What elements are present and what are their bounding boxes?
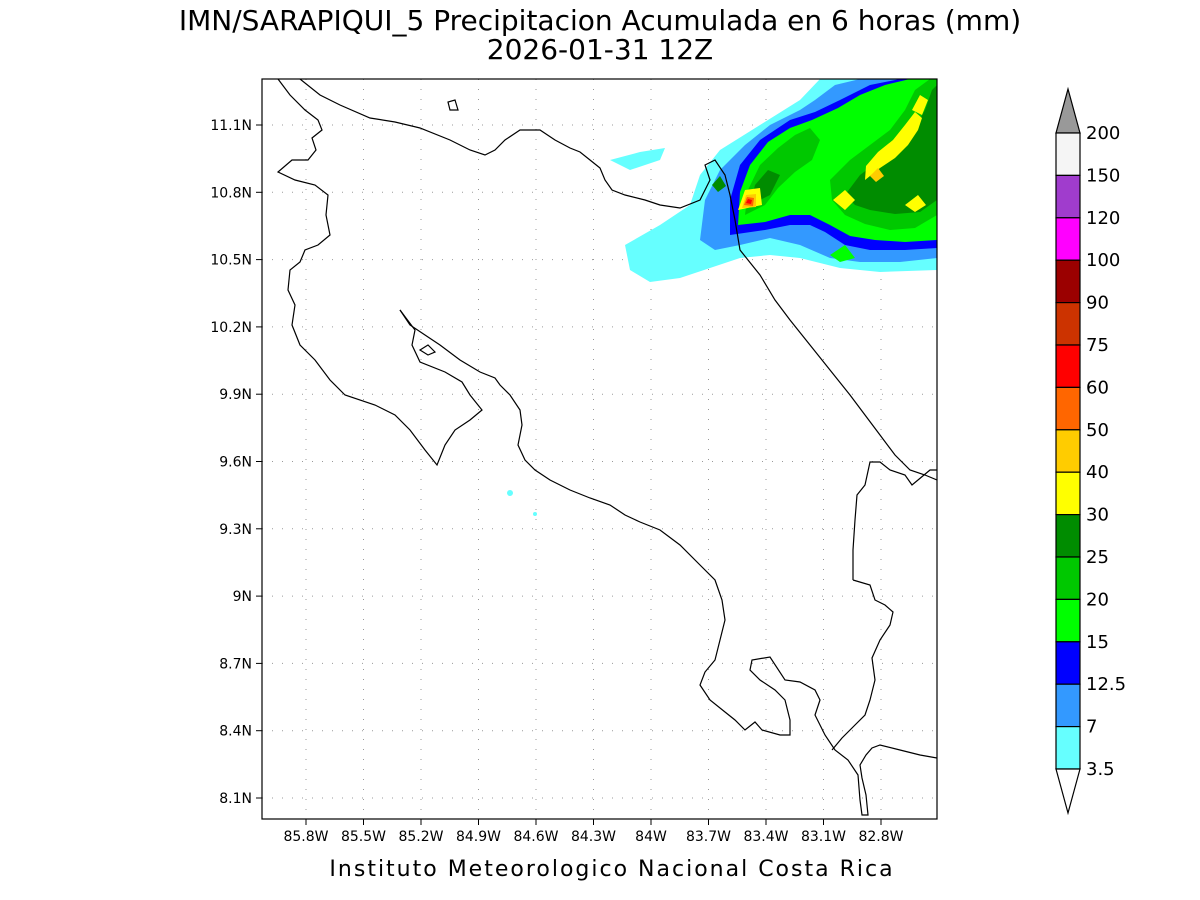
legend-swatch (1055, 471, 1081, 516)
legend-label: 90 (1086, 293, 1109, 314)
lon-tick-label: 82.8W (858, 829, 903, 845)
legend-label: 30 (1086, 505, 1109, 526)
legend-label: 25 (1086, 547, 1109, 568)
lon-tick-label: 83.7W (686, 829, 731, 845)
precip-area-60mm (746, 199, 752, 204)
legend-swatch (1055, 725, 1081, 770)
lat-tick-label: 10.2N (210, 320, 252, 336)
map-title: IMN/SARAPIQUI_5 Precipitacion Acumulada … (179, 4, 1021, 37)
lon-tick-label: 84.3W (571, 829, 616, 845)
plot-frame (261, 78, 938, 820)
legend-label: 12.5 (1086, 674, 1126, 695)
nicaragua-border (276, 79, 483, 467)
legend-swatch (1055, 132, 1081, 177)
legend-label: 15 (1086, 632, 1109, 653)
island-outline (447, 99, 459, 111)
lat-tick-label: 9.6N (219, 455, 252, 471)
lat-tick-label: 8.1N (219, 791, 252, 807)
lat-tick-label: 9.9N (219, 387, 252, 403)
legend-label: 40 (1086, 462, 1109, 483)
precipitation-field (507, 79, 937, 516)
legend-label: 50 (1086, 420, 1109, 441)
lon-tick-label: 84.6W (513, 829, 558, 845)
legend-swatch (1055, 429, 1081, 473)
footer-credit: Instituto Meteorologico Nacional Costa R… (329, 857, 894, 882)
gridlines (262, 79, 937, 819)
color-legend: 200 150 120 100 90 75 60 50 40 30 25 20 15 12.5 7 3.5 (1055, 86, 1126, 816)
map-subtitle: 2026-01-31 12Z (487, 33, 713, 66)
precip-area-25mm (712, 85, 937, 214)
legend-swatch (1055, 174, 1081, 219)
precip-speck (507, 490, 513, 496)
lat-tick-label: 9N (233, 589, 252, 605)
legend-label: 7 (1086, 717, 1097, 738)
legend-swatch (1055, 302, 1081, 346)
longitude-axis: 85.8W 85.5W 85.2W 84.9W 84.6W 84.3W 84W 83.7W 83… (283, 819, 904, 845)
lon-tick-label: 85.5W (341, 829, 386, 845)
lon-tick-label: 85.2W (398, 829, 443, 845)
legend-label: 100 (1086, 250, 1120, 271)
panama-border (831, 461, 937, 751)
legend-swatch (1055, 556, 1081, 601)
legend-label: 75 (1086, 335, 1109, 356)
legend-swatch (1055, 641, 1081, 685)
legend-label: 120 (1086, 208, 1120, 229)
precip-area-30mm (738, 95, 928, 212)
lon-tick-label: 84W (635, 829, 667, 845)
legend-swatch (1055, 259, 1081, 304)
lon-tick-label: 85.8W (283, 829, 328, 845)
legend-label: 60 (1086, 377, 1109, 398)
plot-area (262, 79, 937, 819)
latitude-axis: 11.1N 10.8N 10.5N 10.2N 9.9N 9.6N 9.3N 9N 8.7N 8.… (210, 118, 262, 807)
lat-tick-label: 8.4N (219, 724, 252, 740)
legend-swatch (1055, 513, 1081, 558)
legend-label: 200 (1086, 123, 1120, 144)
legend-top-arrow (1055, 86, 1081, 134)
lat-tick-label: 10.5N (210, 253, 252, 269)
legend-bottom-arrow (1055, 768, 1081, 816)
lat-tick-label: 9.3N (219, 522, 252, 538)
legend-swatch (1055, 344, 1081, 389)
costa-rica-north-border (299, 79, 937, 481)
lat-tick-label: 11.1N (210, 118, 252, 134)
island-outline (418, 344, 437, 356)
legend-label: 20 (1086, 589, 1109, 610)
precip-speck (533, 512, 537, 516)
lat-tick-label: 8.7N (219, 656, 252, 672)
lon-tick-label: 83.4W (743, 829, 788, 845)
legend-swatch (1055, 217, 1081, 261)
legend-swatch (1055, 683, 1081, 728)
lat-tick-label: 10.8N (210, 185, 252, 201)
legend-label: 150 (1086, 165, 1120, 186)
legend-label: 3.5 (1086, 759, 1115, 780)
coastlines (276, 79, 937, 816)
lon-tick-label: 84.9W (456, 829, 501, 845)
nicoya-gulf-coast (399, 309, 937, 816)
legend-swatch (1055, 386, 1081, 431)
legend-swatch (1055, 598, 1081, 643)
lon-tick-label: 83.1W (801, 829, 846, 845)
